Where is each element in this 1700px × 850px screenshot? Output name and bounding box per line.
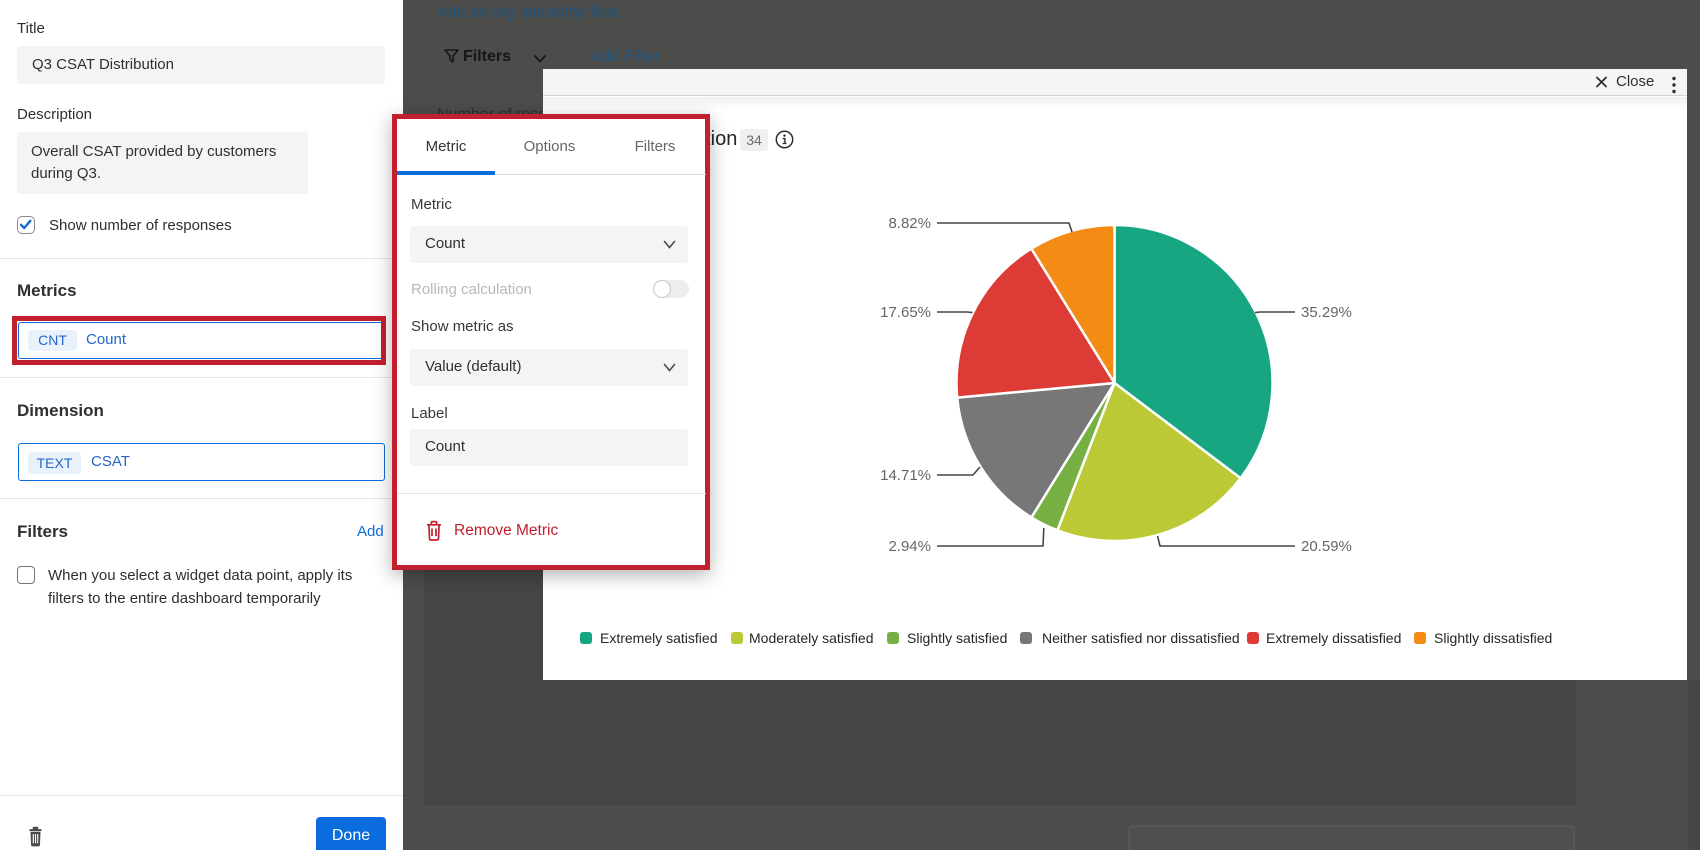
svg-text:Extremely dissatisfied: Extremely dissatisfied [1266,630,1401,646]
svg-text:Extremely satisfied: Extremely satisfied [600,630,717,646]
svg-text:2.94%: 2.94% [888,538,931,555]
svg-text:8.82%: 8.82% [888,215,931,232]
svg-text:Neither satisfied nor dissatis: Neither satisfied nor dissatisfied [1042,630,1240,646]
svg-text:35.29%: 35.29% [1301,304,1352,321]
svg-text:Slightly satisfied: Slightly satisfied [907,630,1007,646]
svg-text:Slightly dissatisfied: Slightly dissatisfied [1434,630,1552,646]
svg-text:20.59%: 20.59% [1301,538,1352,555]
svg-text:Moderately satisfied: Moderately satisfied [749,630,874,646]
svg-text:14.71%: 14.71% [880,467,931,484]
svg-text:17.65%: 17.65% [880,304,931,321]
